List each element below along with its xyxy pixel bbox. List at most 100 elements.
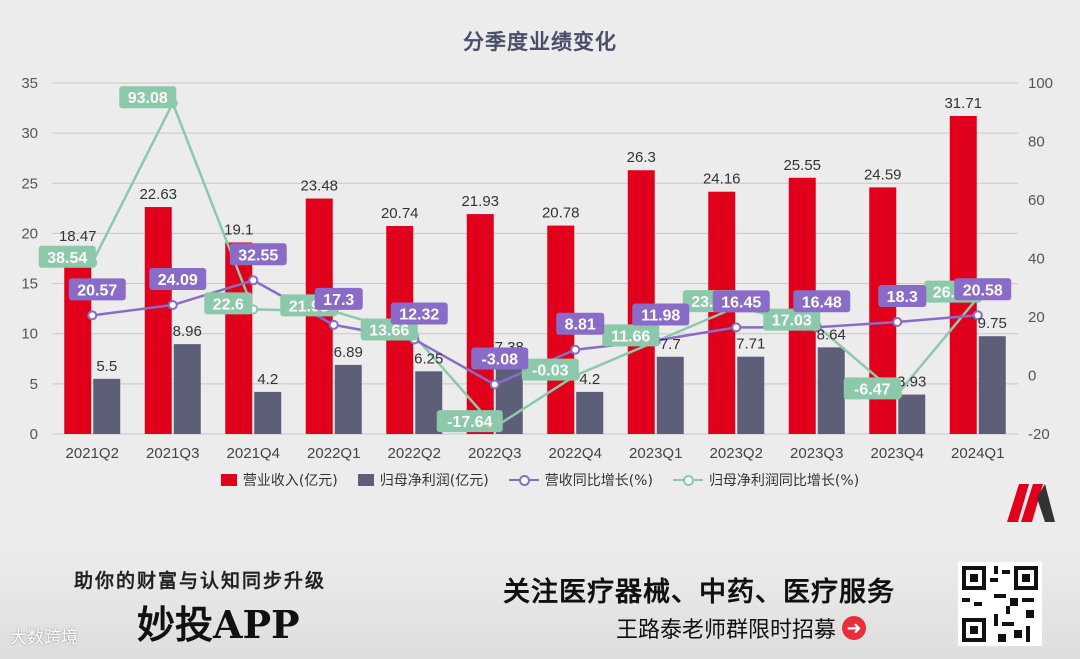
x-tick-label: 2023Q3 xyxy=(790,445,843,462)
legend-label-revenue-growth: 营收同比增长(%) xyxy=(544,473,653,489)
data-label-revenue-growth-box xyxy=(632,303,690,326)
data-label-profit-growth-box xyxy=(38,245,96,268)
x-tick-label: 2021Q2 xyxy=(66,445,119,462)
data-label-profit: 8.64 xyxy=(817,326,846,343)
y-left-tick-label: 15 xyxy=(21,276,38,293)
data-label-revenue-growth: 17.3 xyxy=(323,292,354,309)
data-label-profit: 7.71 xyxy=(736,336,765,353)
data-label-revenue-growth: -3.08 xyxy=(482,352,519,369)
brand-logo-icon xyxy=(1007,484,1055,522)
y-right-tick-label: 0 xyxy=(1028,368,1036,385)
data-label-profit: 4.2 xyxy=(579,371,600,388)
data-label-revenue: 31.71 xyxy=(944,95,982,112)
data-label-revenue-growth: 12.32 xyxy=(399,306,439,323)
chart-area: 分季度业绩变化 0 5 10 15 20 25 30 35 -20 0 20 40 60 80 100 202… xyxy=(0,30,1080,522)
data-label-revenue: 24.59 xyxy=(864,166,902,183)
data-label-profit-growth: 93.08 xyxy=(128,90,168,107)
promo-banner[interactable]: 助你的财富与认知同步升级 妙投APP 关注医疗器械、中药、医疗服务 王路泰老师群… xyxy=(0,548,1080,659)
data-label-profit-growth: 22.6 xyxy=(213,296,244,313)
chart-title: 分季度业绩变化 xyxy=(463,30,617,54)
x-tick-label: 2023Q4 xyxy=(871,445,924,462)
data-label-profit-growth-box xyxy=(436,410,503,433)
legend-item-profit[interactable]: 归母净利润(亿元) xyxy=(357,470,489,490)
x-tick-label: 2021Q4 xyxy=(227,445,280,462)
banner-headline: 关注医疗器械、中药、医疗服务 xyxy=(503,577,895,608)
data-label-revenue-growth-box xyxy=(229,243,287,266)
arrow-right-icon: ➜ xyxy=(842,616,867,640)
data-label-revenue: 23.48 xyxy=(300,178,338,195)
data-label-profit-growth: -0.03 xyxy=(532,363,569,380)
legend-swatch-profit xyxy=(357,474,374,486)
x-tick-label: 2022Q4 xyxy=(549,445,602,462)
bar-profit xyxy=(334,364,362,434)
data-label-revenue-growth-box xyxy=(390,302,448,325)
x-tick-label: 2024Q1 xyxy=(951,445,1004,462)
y-right-tick-label: 100 xyxy=(1028,75,1053,92)
legend-item-profit-growth[interactable]: 归母净利润同比增长(%) xyxy=(672,470,860,490)
data-label-revenue-growth-box xyxy=(712,290,770,313)
banner-slogan: 助你的财富与认知同步升级 xyxy=(74,570,327,592)
bar-profit xyxy=(817,347,845,434)
data-label-revenue-growth: 32.55 xyxy=(238,247,278,264)
data-label-revenue-growth: 8.81 xyxy=(565,317,596,334)
line-point xyxy=(972,310,983,321)
qr-code-icon[interactable] xyxy=(958,562,1042,646)
line-profit-growth xyxy=(91,100,979,429)
data-label-revenue: 25.55 xyxy=(783,157,821,174)
legend-item-revenue[interactable]: 营业收入(亿元) xyxy=(220,470,338,490)
watermark-text: 大数跨境 xyxy=(10,628,78,648)
data-label-profit-growth-box xyxy=(602,324,660,347)
x-tick-label: 2023Q1 xyxy=(629,445,682,462)
y-right-tick-label: -20 xyxy=(1028,426,1050,443)
data-label-revenue-growth-box xyxy=(471,347,529,370)
data-label-profit: 4.2 xyxy=(257,371,278,388)
data-label-revenue-growth: 24.09 xyxy=(158,272,198,289)
bar-revenue xyxy=(144,207,172,434)
x-tick-label: 2021Q3 xyxy=(146,445,199,462)
data-label-profit: 8.96 xyxy=(173,323,202,340)
y-left-tick-label: 10 xyxy=(21,326,38,343)
data-label-revenue-growth: 16.45 xyxy=(721,294,761,311)
data-label-revenue-growth: 16.48 xyxy=(802,294,842,311)
legend-swatch-revenue xyxy=(220,474,237,486)
data-label-revenue-growth: 11.98 xyxy=(641,307,680,324)
y-right-tick-label: 80 xyxy=(1028,134,1045,151)
bar-profit xyxy=(898,394,926,434)
chart-legend: 营业收入(亿元) 归母净利润(亿元) 营收同比增长(%) 归母净利润同比增长(%… xyxy=(0,470,1080,490)
y-left-tick-label: 30 xyxy=(21,125,38,142)
bar-revenue xyxy=(64,248,92,434)
y-left-tick-label: 0 xyxy=(30,426,38,443)
data-label-revenue-growth-box xyxy=(149,268,207,291)
line-point xyxy=(570,344,581,355)
line-point xyxy=(892,316,903,327)
legend-label-profit-growth: 归母净利润同比增长(%) xyxy=(708,473,860,489)
data-label-profit-growth-box xyxy=(843,377,901,400)
data-label-revenue-growth-box xyxy=(68,278,126,301)
data-label-revenue: 20.74 xyxy=(381,205,419,222)
data-label-profit-growth: 13.66 xyxy=(369,323,409,340)
legend-swatch-profit-growth xyxy=(672,474,703,486)
legend-item-revenue-growth[interactable]: 营收同比增长(%) xyxy=(508,470,653,490)
y-left-tick-label: 5 xyxy=(30,376,38,393)
x-tick-label: 2022Q2 xyxy=(388,445,441,462)
x-tick-label: 2022Q3 xyxy=(468,445,521,462)
data-label-profit: 6.89 xyxy=(334,344,363,361)
data-label-profit-growth: -17.64 xyxy=(447,414,492,431)
bar-revenue xyxy=(466,214,494,434)
data-label-revenue-growth-box xyxy=(556,312,605,335)
line-point xyxy=(167,300,178,311)
data-label-profit-growth: 11.66 xyxy=(611,328,650,345)
data-label-profit: 7.7 xyxy=(660,336,681,353)
x-tick-label: 2022Q1 xyxy=(307,445,360,462)
banner-app-name: 妙投APP xyxy=(137,602,300,647)
line-point xyxy=(731,322,742,333)
chart-plot: 0 5 10 15 20 25 30 35 -20 0 20 40 60 80 100 2021Q2 2021Q… xyxy=(21,75,1053,462)
data-label-profit-growth-box xyxy=(763,308,821,331)
data-label-profit: 6.25 xyxy=(414,350,443,367)
data-label-revenue: 26.3 xyxy=(627,149,656,166)
data-label-revenue: 19.1 xyxy=(224,221,253,238)
y-right-tick-label: 20 xyxy=(1028,309,1045,326)
banner-cta[interactable]: 王路泰老师群限时招募 ➜ xyxy=(616,612,867,644)
y-left-tick-label: 20 xyxy=(21,225,38,242)
line-point xyxy=(248,275,259,286)
